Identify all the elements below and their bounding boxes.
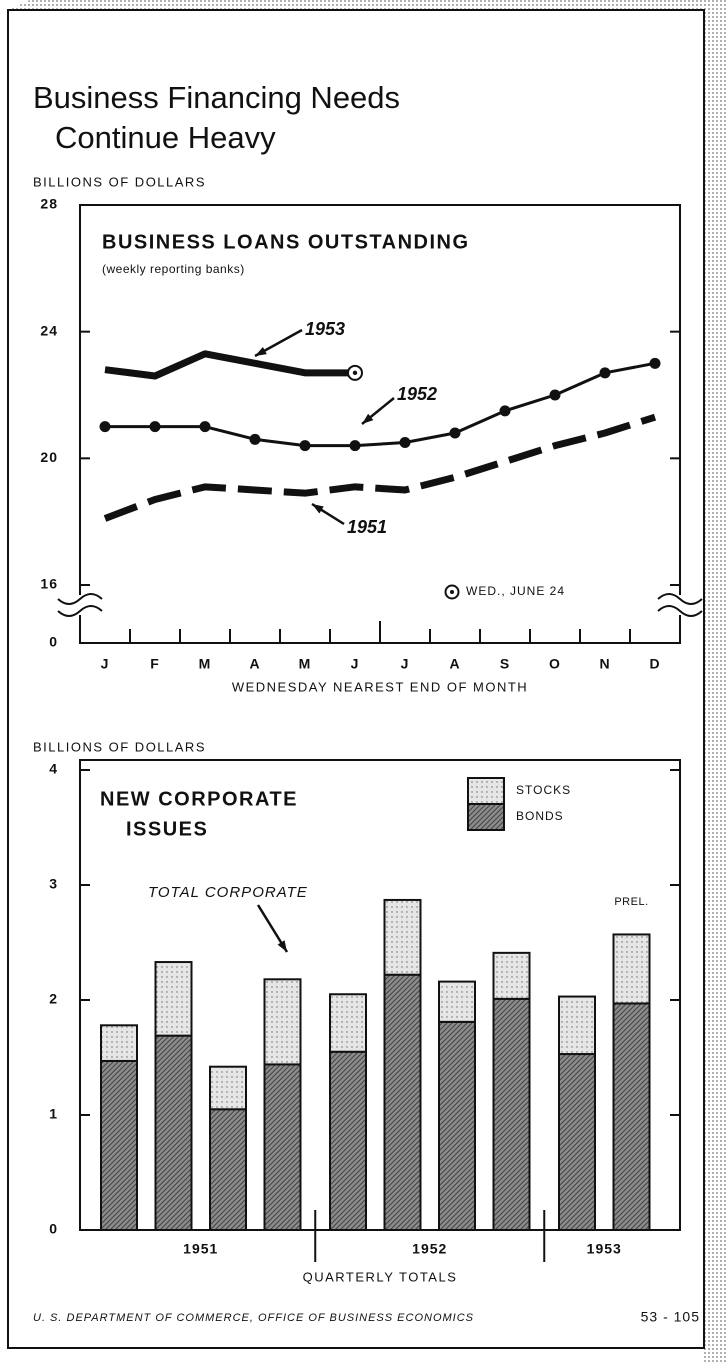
legend-label: BONDS	[516, 809, 564, 823]
bar-segment	[329, 993, 367, 1053]
bar-segment	[492, 997, 531, 1231]
legend-swatch	[467, 803, 505, 831]
annotation: TOTAL CORPORATE	[148, 884, 308, 901]
series-marker	[349, 440, 361, 452]
bar-segment	[329, 1050, 367, 1231]
series-line	[103, 413, 657, 522]
x-axis-label: QUARTERLY TOTALS	[303, 1269, 458, 1284]
group-label: 1952	[412, 1241, 447, 1257]
x-axis-label: WEDNESDAY NEAREST END OF MONTH	[232, 679, 528, 694]
series-marker	[649, 357, 661, 369]
annotation: WED., JUNE 24	[466, 584, 565, 598]
page-title: Business Financing Needs	[33, 80, 400, 115]
series-marker	[149, 421, 161, 433]
series-marker	[299, 440, 311, 452]
x-tick-label: M	[199, 656, 212, 672]
axis-break	[57, 605, 103, 617]
x-tick-label: J	[351, 656, 360, 672]
chart-title: ISSUES	[126, 818, 208, 840]
bar-segment	[154, 1034, 193, 1232]
y-tick-label: 0	[49, 1221, 58, 1237]
series-marker	[249, 433, 261, 445]
y-axis-label: BILLIONS OF DOLLARS	[33, 174, 206, 189]
x-tick-label: O	[549, 656, 561, 672]
legend-label: STOCKS	[516, 783, 571, 797]
bar-segment	[492, 951, 531, 1000]
axis-break	[657, 593, 703, 605]
arrow-head	[312, 504, 324, 514]
series-line	[104, 350, 355, 380]
y-tick-label: 20	[40, 449, 58, 465]
legend-point-dot	[450, 590, 454, 594]
footer-code: 53 - 105	[641, 1309, 700, 1325]
bar-segment	[438, 1020, 476, 1231]
chart-subtitle: (weekly reporting banks)	[102, 262, 245, 276]
plot-frame	[79, 759, 681, 1231]
series-marker	[549, 389, 561, 401]
arrow-head	[255, 346, 267, 356]
axis-break	[657, 605, 703, 617]
series-line	[105, 361, 656, 448]
y-tick-label: 2	[49, 991, 58, 1007]
chart-title: NEW CORPORATE	[100, 788, 298, 810]
y-tick-label: 4	[49, 761, 58, 777]
y-axis-label: BILLIONS OF DOLLARS	[33, 739, 206, 754]
page-title: Continue Heavy	[55, 120, 276, 155]
bar-segment	[558, 1053, 596, 1232]
y-tick-label: 3	[49, 876, 58, 892]
y-tick-label: 24	[40, 322, 58, 338]
y-tick-label: 16	[40, 576, 58, 592]
bar-segment	[154, 961, 193, 1037]
bar-segment	[100, 1024, 138, 1062]
series-marker	[449, 427, 461, 439]
group-label: 1951	[183, 1241, 218, 1257]
bar-segment	[209, 1108, 247, 1231]
x-tick-label: J	[101, 656, 110, 672]
bar-segment	[263, 978, 302, 1066]
bar-segment	[263, 1063, 302, 1232]
arrow-head	[362, 413, 374, 424]
bar-segment	[383, 973, 422, 1232]
x-tick-label: F	[150, 656, 160, 672]
bar-segment	[100, 1059, 138, 1231]
x-tick-label: A	[249, 656, 260, 672]
group-label: 1953	[587, 1241, 622, 1257]
series-label: 1952	[397, 384, 437, 404]
footer-source: U. S. DEPARTMENT OF COMMERCE, OFFICE OF …	[33, 1312, 474, 1324]
chart-title: BUSINESS LOANS OUTSTANDING	[102, 231, 470, 253]
bar-segment	[558, 995, 596, 1056]
series-label: 1953	[305, 319, 345, 339]
x-tick-label: M	[299, 656, 312, 672]
y-tick-label: 1	[49, 1106, 58, 1122]
last-point-dot	[352, 370, 358, 376]
x-tick-label: S	[500, 656, 510, 672]
x-tick-label: J	[401, 656, 410, 672]
bar-segment	[209, 1065, 247, 1111]
annotation: PREL.	[614, 896, 648, 908]
axis-break	[57, 593, 103, 605]
series-marker	[499, 405, 511, 417]
x-tick-label: A	[449, 656, 460, 672]
series-marker	[99, 421, 111, 433]
y-tick-label: 28	[40, 196, 58, 212]
bar-segment	[612, 1002, 651, 1232]
y-tick-label: 0	[49, 634, 58, 650]
series-marker	[399, 437, 411, 448]
legend-swatch	[467, 777, 505, 805]
bar-segment	[612, 933, 651, 1005]
bar-segment	[438, 980, 476, 1023]
series-marker	[599, 367, 611, 379]
arrow-head	[277, 940, 287, 952]
x-tick-label: N	[599, 656, 610, 672]
series-marker	[199, 421, 211, 433]
bar-segment	[383, 898, 422, 976]
series-label: 1951	[347, 517, 387, 537]
x-tick-label: D	[649, 656, 660, 672]
